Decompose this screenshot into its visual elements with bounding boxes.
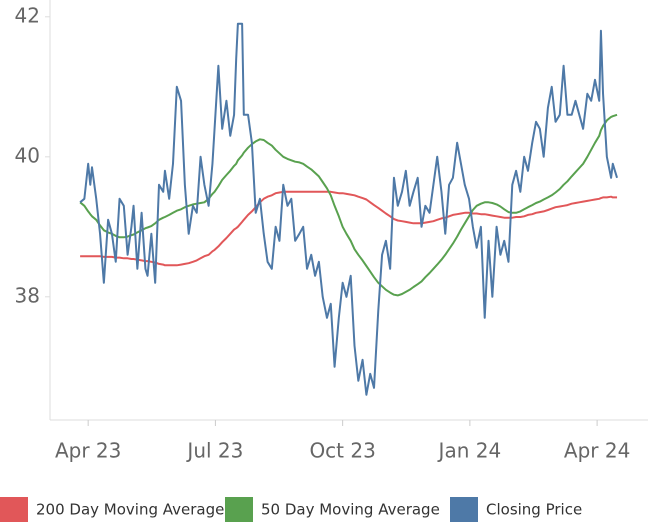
legend-label: 50 Day Moving Average [261,501,440,519]
y-tick-label: 40 [15,143,40,167]
series-line [79,113,618,297]
legend-swatch [225,497,253,522]
y-tick-label: 38 [15,283,40,307]
x-tick-label: Apr 24 [564,439,630,463]
x-tick-label: Jan 24 [437,439,502,463]
x-tick-label: Apr 23 [55,439,121,463]
legend-label: Closing Price [486,501,582,519]
legend-swatch [0,497,28,522]
legend-swatch [450,497,478,522]
y-tick-label: 42 [15,3,40,27]
x-tick-label: Oct 23 [309,439,375,463]
series-line [80,190,618,267]
series-line [79,22,618,396]
legend-label: 200 Day Moving Average [36,501,224,519]
x-tick-label: Jul 23 [185,439,243,463]
